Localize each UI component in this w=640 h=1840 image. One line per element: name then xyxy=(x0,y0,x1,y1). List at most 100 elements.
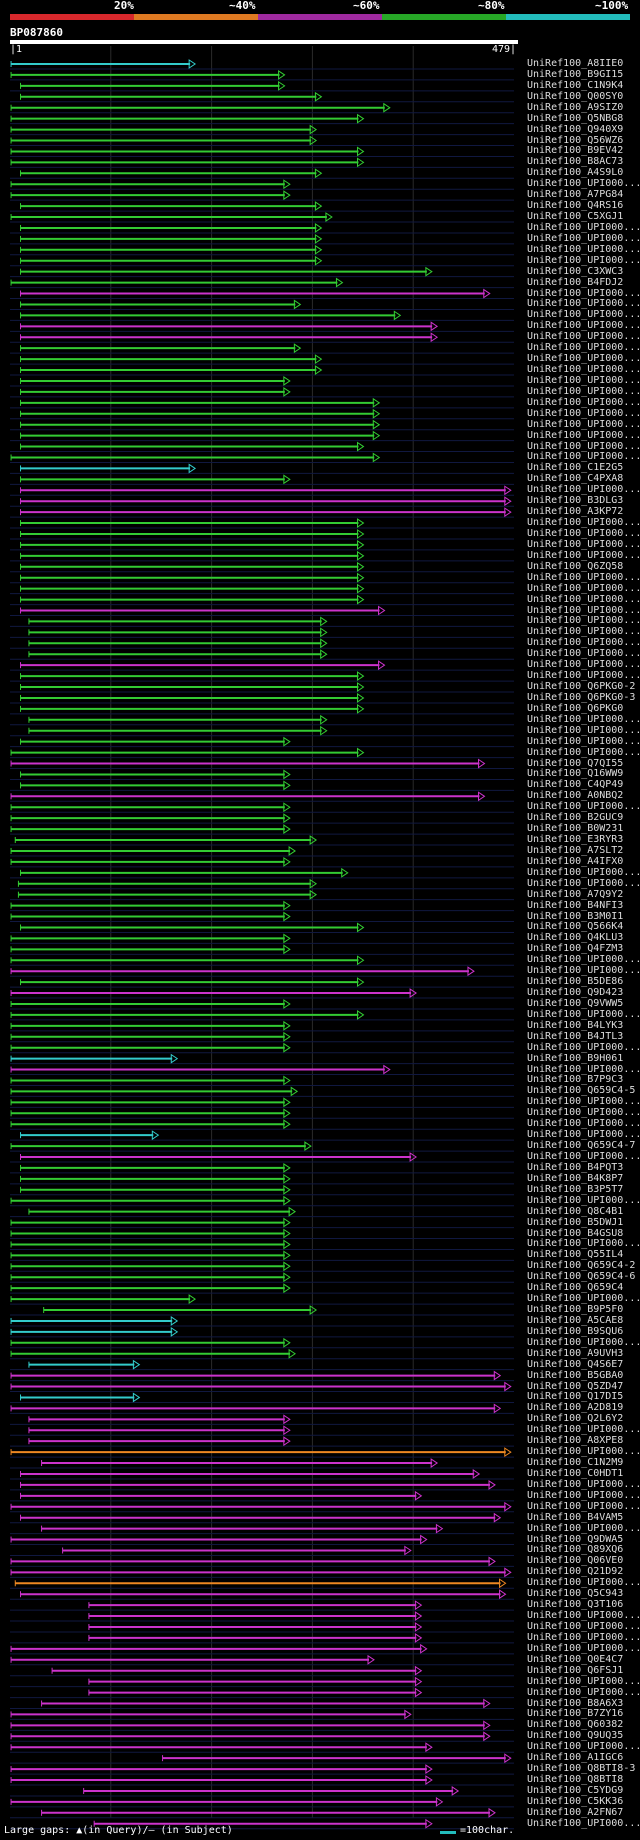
hit-name-link[interactable]: UniRef100_A4S9L0 xyxy=(527,167,624,179)
hit-name-link[interactable]: UniRef100_UPI000... xyxy=(527,1686,640,1698)
hit-name-link[interactable]: UniRef100_Q3T106 xyxy=(527,1599,624,1611)
hit-name-link[interactable]: UniRef100_UPI000... xyxy=(527,1336,640,1348)
hit-name-link[interactable]: UniRef100_Q566K4 xyxy=(527,921,624,933)
hit-name-link[interactable]: UniRef100_Q21D92 xyxy=(527,1566,624,1578)
hit-name-link[interactable]: UniRef100_UPI000... xyxy=(527,877,640,889)
hit-name-link[interactable]: UniRef100_UPI000... xyxy=(527,1041,640,1053)
hit-name-link[interactable]: UniRef100_UPI000... xyxy=(527,659,640,671)
hit-name-link[interactable]: UniRef100_B0W231 xyxy=(527,823,624,835)
hit-name-link[interactable]: UniRef100_B8A6X3 xyxy=(527,1697,624,1709)
hit-name-link[interactable]: UniRef100_B3P5T7 xyxy=(527,1183,624,1195)
hit-name-link[interactable]: UniRef100_UPI000... xyxy=(527,243,640,255)
hit-name-link[interactable]: UniRef100_UPI000... xyxy=(527,1194,640,1206)
hit-name-link[interactable]: UniRef100_A7Q9Y2 xyxy=(527,888,624,900)
hit-name-link[interactable]: UniRef100_B5GBA0 xyxy=(527,1369,624,1381)
hit-name-link[interactable]: UniRef100_Q6ZQ58 xyxy=(527,560,624,572)
hit-name-link[interactable]: UniRef100_UPI000... xyxy=(527,418,640,430)
hit-name-link[interactable]: UniRef100_UPI000... xyxy=(527,1424,640,1436)
hit-name-link[interactable]: UniRef100_Q659C4-5 xyxy=(527,1085,636,1097)
hit-name-link[interactable]: UniRef100_C4PXA8 xyxy=(527,473,624,485)
hit-name-link[interactable]: UniRef100_UPI000... xyxy=(527,374,640,386)
hit-name-link[interactable]: UniRef100_A9UVH3 xyxy=(527,1347,624,1359)
hit-name-link[interactable]: UniRef100_UPI000... xyxy=(527,582,640,594)
hit-name-link[interactable]: UniRef100_B9P5F0 xyxy=(527,1304,624,1316)
hit-name-link[interactable]: UniRef100_Q6FSJ1 xyxy=(527,1664,624,1676)
hit-name-link[interactable]: UniRef100_UPI000... xyxy=(527,221,640,233)
hit-name-link[interactable]: UniRef100_UPI000... xyxy=(527,178,640,190)
hit-name-link[interactable]: UniRef100_Q89XQ6 xyxy=(527,1544,624,1556)
hit-name-link[interactable]: UniRef100_A1IGC6 xyxy=(527,1752,624,1764)
hit-name-link[interactable]: UniRef100_B3M0I1 xyxy=(527,910,624,922)
hit-name-link[interactable]: UniRef100_Q06VE0 xyxy=(527,1555,624,1567)
hit-name-link[interactable]: UniRef100_Q5ZD47 xyxy=(527,1380,624,1392)
hit-name-link[interactable]: UniRef100_UPI000... xyxy=(527,1478,640,1490)
hit-name-link[interactable]: UniRef100_UPI000... xyxy=(527,637,640,649)
hit-name-link[interactable]: UniRef100_B9H061 xyxy=(527,1052,624,1064)
hit-name-link[interactable]: UniRef100_C0HDT1 xyxy=(527,1467,624,1479)
hit-name-link[interactable]: UniRef100_Q4RS16 xyxy=(527,200,624,212)
hit-name-link[interactable]: UniRef100_UPI000... xyxy=(527,407,640,419)
hit-name-link[interactable]: UniRef100_UPI000... xyxy=(527,1817,640,1829)
hit-name-link[interactable]: UniRef100_Q5C943 xyxy=(527,1588,624,1600)
hit-name-link[interactable]: UniRef100_Q8BTI8-3 xyxy=(527,1763,636,1775)
hit-name-link[interactable]: UniRef100_UPI000... xyxy=(527,866,640,878)
hit-name-link[interactable]: UniRef100_UPI000... xyxy=(527,648,640,660)
hit-name-link[interactable]: UniRef100_UPI000... xyxy=(527,342,640,354)
hit-name-link[interactable]: UniRef100_UPI000... xyxy=(527,1118,640,1130)
hit-name-link[interactable]: UniRef100_C1N9K4 xyxy=(527,79,624,91)
hit-name-link[interactable]: UniRef100_UPI000... xyxy=(527,746,640,758)
hit-name-link[interactable]: UniRef100_Q9VWW5 xyxy=(527,997,624,1009)
hit-name-link[interactable]: UniRef100_Q940X9 xyxy=(527,123,624,135)
hit-name-link[interactable]: UniRef100_UPI000... xyxy=(527,1675,640,1687)
hit-name-link[interactable]: UniRef100_UPI000... xyxy=(527,429,640,441)
hit-name-link[interactable]: UniRef100_UPI000... xyxy=(527,1107,640,1119)
hit-name-link[interactable]: UniRef100_UPI000... xyxy=(527,1129,640,1141)
hit-name-link[interactable]: UniRef100_B7ZY16 xyxy=(527,1708,624,1720)
hit-name-link[interactable]: UniRef100_A8XPE8 xyxy=(527,1435,624,1447)
hit-name-link[interactable]: UniRef100_B5DWJ1 xyxy=(527,1216,624,1228)
hit-name-link[interactable]: UniRef100_UPI000... xyxy=(527,713,640,725)
hit-name-link[interactable]: UniRef100_UPI000... xyxy=(527,451,640,463)
hit-name-link[interactable]: UniRef100_B2GUC9 xyxy=(527,812,624,824)
hit-name-link[interactable]: UniRef100_UPI000... xyxy=(527,527,640,539)
hit-name-link[interactable]: UniRef100_UPI000... xyxy=(527,954,640,966)
hit-name-link[interactable]: UniRef100_Q17DI5 xyxy=(527,1391,624,1403)
hit-name-link[interactable]: UniRef100_A0NBQ2 xyxy=(527,790,624,802)
hit-name-link[interactable]: UniRef100_UPI000... xyxy=(527,309,640,321)
hit-name-link[interactable]: UniRef100_UPI000... xyxy=(527,440,640,452)
hit-name-link[interactable]: UniRef100_UPI000... xyxy=(527,1489,640,1501)
hit-name-link[interactable]: UniRef100_UPI000... xyxy=(527,1293,640,1305)
hit-name-link[interactable]: UniRef100_UPI000... xyxy=(527,1620,640,1632)
hit-name-link[interactable]: UniRef100_UPI000... xyxy=(527,1610,640,1622)
hit-name-link[interactable]: UniRef100_B4VAM5 xyxy=(527,1511,624,1523)
hit-name-link[interactable]: UniRef100_Q4S6E7 xyxy=(527,1358,624,1370)
hit-name-link[interactable]: UniRef100_UPI000... xyxy=(527,364,640,376)
hit-name-link[interactable]: UniRef100_UPI000... xyxy=(527,1063,640,1075)
hit-name-link[interactable]: UniRef100_UPI000... xyxy=(527,1577,640,1589)
hit-name-link[interactable]: UniRef100_A3KP72 xyxy=(527,506,624,518)
hit-name-link[interactable]: UniRef100_Q8BTI8 xyxy=(527,1774,624,1785)
hit-name-link[interactable]: UniRef100_UPI000... xyxy=(527,801,640,813)
hit-name-link[interactable]: UniRef100_B4GSU8 xyxy=(527,1227,624,1239)
hit-name-link[interactable]: UniRef100_C5YDG9 xyxy=(527,1784,624,1796)
hit-name-link[interactable]: UniRef100_UPI000... xyxy=(527,1008,640,1020)
hit-name-link[interactable]: UniRef100_C1E2G5 xyxy=(527,462,624,474)
hit-name-link[interactable]: UniRef100_Q16WW9 xyxy=(527,768,624,780)
hit-name-link[interactable]: UniRef100_A7SLT2 xyxy=(527,844,624,856)
hit-name-link[interactable]: UniRef100_Q6PKG0-3 xyxy=(527,691,636,703)
hit-name-link[interactable]: UniRef100_Q6PKG0-2 xyxy=(527,681,636,692)
hit-name-link[interactable]: UniRef100_UPI000... xyxy=(527,1151,640,1162)
hit-name-link[interactable]: UniRef100_Q6PKG0 xyxy=(527,702,624,714)
hit-name-link[interactable]: UniRef100_UPI000... xyxy=(527,254,640,266)
hit-name-link[interactable]: UniRef100_Q659C4-6 xyxy=(527,1271,636,1283)
hit-name-link[interactable]: UniRef100_UPI000... xyxy=(527,396,640,408)
hit-name-link[interactable]: UniRef100_UPI000... xyxy=(527,1446,640,1458)
hit-name-link[interactable]: UniRef100_Q659C4-7 xyxy=(527,1140,636,1152)
hit-name-link[interactable]: UniRef100_B4K8P7 xyxy=(527,1172,624,1184)
hit-name-link[interactable]: UniRef100_UPI000... xyxy=(527,298,640,310)
hit-name-link[interactable]: UniRef100_UPI000... xyxy=(527,1500,640,1512)
hit-name-link[interactable]: UniRef100_B5DE86 xyxy=(527,976,624,988)
hit-name-link[interactable]: UniRef100_C4QP49 xyxy=(527,779,624,791)
hit-name-link[interactable]: UniRef100_Q659C4 xyxy=(527,1282,624,1294)
hit-name-link[interactable]: UniRef100_Q4KLU3 xyxy=(527,932,624,944)
